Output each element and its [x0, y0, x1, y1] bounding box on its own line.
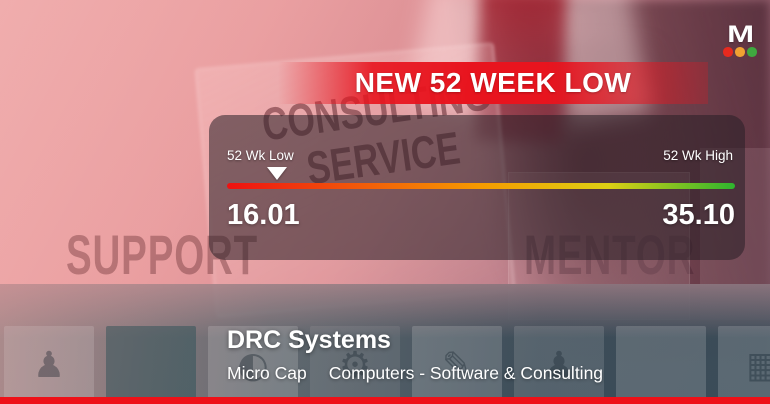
logo-dot [747, 47, 757, 57]
range-values: 16.01 35.10 [227, 199, 735, 232]
range-bar-track [227, 167, 735, 189]
logo-dots [721, 47, 759, 57]
people-icon: ♟ [4, 326, 94, 404]
brand-logo: M [721, 22, 759, 57]
pie-chart-icon: ◐ [208, 326, 298, 404]
background-icon-tiles: ♟ ◐ ⚙ ✎ ♟ ▦ [0, 326, 770, 404]
company-name: DRC Systems [227, 326, 391, 354]
range-labels: 52 Wk Low 52 Wk High [227, 148, 733, 163]
low-label: 52 Wk Low [227, 148, 294, 163]
person-icon: ♟ [514, 326, 604, 404]
banner: NEW 52 WEEK LOW [278, 62, 708, 104]
sector-label: Computers - Software & Consulting [328, 363, 604, 383]
tile-blank [616, 326, 706, 404]
low-value: 16.01 [227, 199, 300, 231]
company-meta: Micro Cap Computers - Software & Consult… [227, 363, 603, 384]
logo-m-letter: M [727, 21, 754, 48]
price-marker [266, 167, 287, 180]
high-value: 35.10 [662, 199, 735, 231]
range-panel: 52 Wk Low 52 Wk High 16.01 35.10 [209, 115, 745, 260]
bottom-bar [0, 397, 770, 404]
gear-icon: ⚙ [310, 326, 400, 404]
banner-title: NEW 52 WEEK LOW [354, 67, 632, 98]
logo-dot [735, 47, 745, 57]
pin-icon: ✎ [412, 326, 502, 404]
building-icon: ▦ [718, 326, 770, 404]
high-label: 52 Wk High [663, 148, 733, 163]
range-bar [227, 183, 735, 189]
market-cap-label: Micro Cap [227, 363, 307, 383]
logo-dot [723, 47, 733, 57]
tile-blank [106, 326, 196, 404]
